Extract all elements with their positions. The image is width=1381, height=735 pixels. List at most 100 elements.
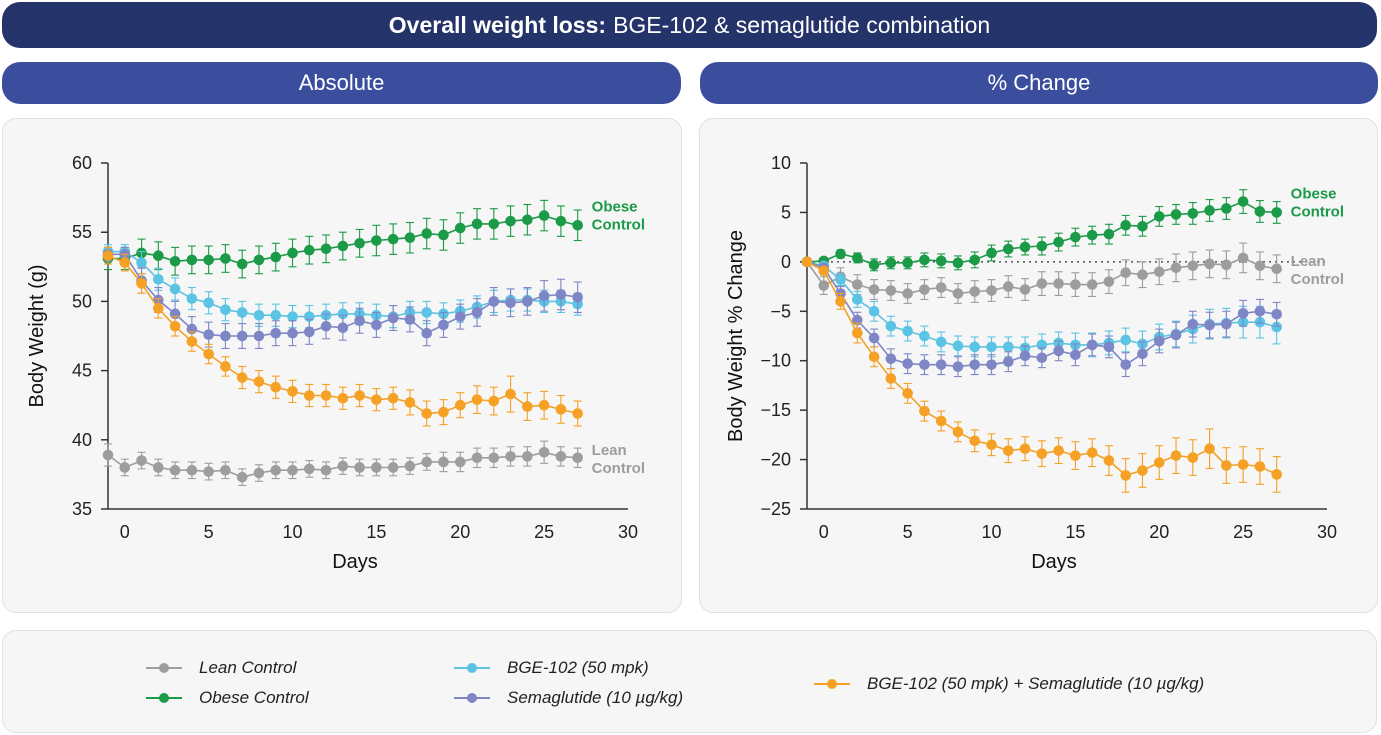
y-tick-label: 50 (72, 291, 92, 311)
y-tick-label: 35 (72, 499, 92, 519)
data-point (220, 253, 231, 264)
data-point (471, 452, 483, 464)
data-point (1019, 284, 1031, 295)
data-point (1237, 307, 1249, 319)
data-point (885, 320, 897, 332)
data-point (505, 451, 516, 462)
data-point (1053, 345, 1064, 357)
data-point (986, 285, 997, 296)
data-point (969, 254, 981, 266)
data-point (136, 257, 147, 268)
series-annotation-lean: Control (1291, 271, 1344, 288)
data-point (203, 297, 214, 309)
data-point (505, 297, 516, 309)
x-tick-label: 5 (903, 522, 913, 542)
title-rest: BGE-102 & semaglutide combination (613, 11, 991, 38)
data-point (203, 348, 214, 360)
data-point (253, 254, 265, 266)
data-point (153, 273, 164, 285)
data-point (1153, 211, 1165, 222)
data-point (952, 426, 964, 438)
absolute-chart: 35 40 45 50 55 60 0 5 10 15 20 25 30 Days Body Weight … (26, 153, 645, 573)
data-point (522, 296, 533, 307)
data-point (935, 282, 947, 293)
data-point (986, 439, 997, 451)
data-point (119, 257, 131, 268)
data-point (320, 464, 332, 476)
data-point (203, 466, 214, 477)
data-point (1271, 469, 1282, 480)
data-point (1103, 228, 1115, 240)
data-point (1070, 279, 1081, 290)
data-point (538, 399, 550, 411)
data-point (169, 283, 181, 295)
data-point (1137, 465, 1148, 476)
data-point (835, 274, 846, 285)
data-point (270, 251, 282, 263)
data-point (1237, 459, 1249, 470)
legend-label-lean: Lean Control (199, 658, 297, 677)
x-tick-label: 0 (120, 522, 130, 542)
data-point (1153, 335, 1165, 347)
data-point (902, 388, 913, 399)
data-point (1271, 321, 1282, 333)
data-point (287, 386, 298, 397)
data-point (1187, 208, 1199, 219)
data-point (371, 235, 382, 246)
y-tick-label: 5 (781, 202, 791, 222)
data-point (287, 311, 298, 322)
data-point (1019, 350, 1031, 362)
data-point (102, 250, 114, 262)
x-axis-label: Days (332, 551, 378, 573)
x-tick-label: 20 (450, 522, 470, 542)
data-point (287, 247, 298, 259)
data-point (1120, 334, 1132, 346)
data-point (1254, 260, 1266, 272)
series-annotation-obese: Control (592, 216, 645, 233)
data-point (555, 215, 567, 227)
data-point (203, 329, 214, 340)
data-point (1221, 460, 1232, 471)
data-point (1254, 305, 1266, 317)
data-point (1254, 206, 1266, 217)
data-point (952, 257, 964, 269)
data-point (1019, 443, 1031, 454)
data-point (153, 303, 164, 314)
data-point (387, 392, 399, 404)
data-point (488, 395, 500, 407)
data-point (1153, 266, 1165, 278)
data-point (1120, 219, 1132, 231)
data-point (1221, 259, 1232, 271)
data-point (354, 462, 365, 473)
data-point (1002, 445, 1014, 456)
x-tick-label: 30 (618, 522, 638, 542)
data-point (236, 258, 248, 270)
legend-swatch-combo (814, 679, 850, 689)
data-point (538, 210, 550, 221)
data-point (919, 405, 930, 417)
data-point (1036, 352, 1048, 364)
data-point (1170, 329, 1182, 341)
data-point (220, 330, 231, 342)
data-point (404, 232, 416, 244)
data-point (454, 456, 466, 468)
data-point (337, 322, 349, 333)
data-point (919, 254, 930, 266)
data-point (1187, 452, 1199, 463)
data-point (1002, 281, 1014, 292)
series-annotation-obese: Control (1291, 203, 1344, 220)
y-axis-label: Body Weight (g) (26, 264, 48, 407)
data-point (1002, 356, 1014, 368)
data-point (354, 315, 365, 327)
data-point (253, 467, 265, 479)
data-point (438, 456, 449, 468)
y-tick-label: 45 (72, 361, 92, 381)
data-point (1053, 445, 1064, 456)
data-point (371, 394, 382, 405)
data-point (1137, 348, 1148, 360)
x-tick-label: 25 (1233, 522, 1253, 542)
data-point (1036, 448, 1048, 459)
data-point (454, 399, 466, 411)
data-point (1053, 236, 1064, 248)
data-point (1070, 450, 1081, 461)
